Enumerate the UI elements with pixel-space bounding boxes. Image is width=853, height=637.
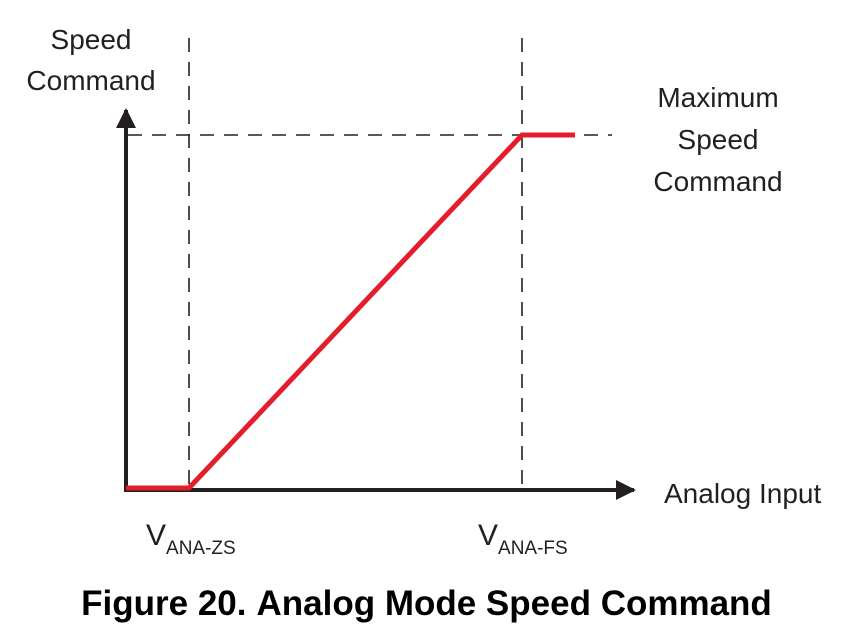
marker-subscript: ANA-ZS xyxy=(166,538,236,559)
max-speed-label-line: Maximum xyxy=(657,82,779,113)
y-axis-label: Speed Command xyxy=(6,22,176,99)
x-axis-label: Analog Input xyxy=(664,478,822,509)
full-scale-marker-label: VANA-FS xyxy=(478,518,568,567)
marker-main: V xyxy=(478,519,499,552)
max-speed-label-line: Speed xyxy=(677,124,759,155)
max-speed-label-line: Command xyxy=(653,166,783,197)
speed-command-curve xyxy=(126,132,575,491)
y-axis-label-line: Command xyxy=(26,65,156,96)
marker-subscript: ANA-FS xyxy=(498,538,568,559)
figure-title: Analog Mode Speed Command xyxy=(256,584,772,623)
figure-number: Figure 20. xyxy=(81,584,247,623)
marker-main: V xyxy=(146,519,167,552)
zero-scale-marker-label: VANA-ZS xyxy=(146,518,236,567)
y-axis-label-line: Speed xyxy=(50,24,132,55)
max-speed-label: Maximum Speed Command xyxy=(628,80,808,200)
figure-caption: Figure 20. Analog Mode Speed Command xyxy=(0,583,853,625)
